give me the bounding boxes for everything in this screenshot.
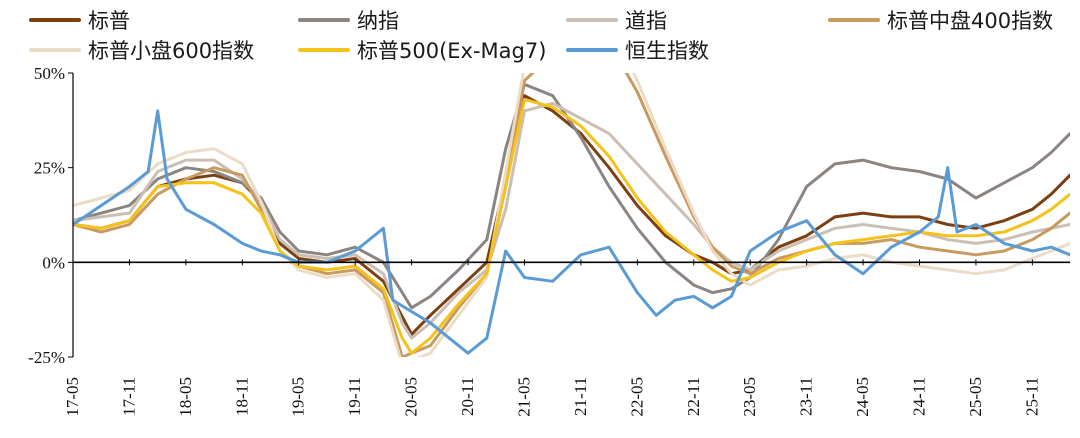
x-tick-label: 24-11: [910, 377, 929, 416]
x-tick-label: 19-11: [345, 377, 364, 416]
y-tick-label: 25%: [34, 159, 65, 178]
legend-label: 道指: [625, 9, 667, 33]
series-layer: [73, 73, 1070, 357]
x-tick-label: 20-05: [402, 377, 421, 417]
x-tick-label: 17-05: [63, 377, 82, 417]
x-tick-label: 25-11: [1022, 377, 1041, 416]
x-tick-label: 19-05: [289, 377, 308, 417]
x-tick-label: 25-05: [966, 377, 985, 417]
x-tick-label: 18-05: [176, 377, 195, 417]
x-tick-label: 18-11: [232, 377, 251, 416]
series-line-7: [73, 109, 1070, 355]
legend-label: 标普小盘600指数: [88, 39, 254, 63]
legend-label: 纳指: [357, 9, 399, 33]
x-tick-label: 23-05: [740, 377, 759, 417]
legend-label: 标普中盘400指数: [887, 9, 1053, 33]
y-tick-label: -25%: [28, 348, 65, 367]
series-line-3: [73, 101, 1070, 340]
x-tick-label: 21-05: [515, 377, 534, 417]
y-tick-label: 50%: [34, 64, 65, 83]
legend-item: 标普中盘400指数: [828, 9, 1053, 33]
x-tick-label: 24-05: [853, 377, 872, 417]
x-tick-label: 22-11: [684, 377, 703, 416]
legend-item: 标普小盘600指数: [29, 39, 254, 63]
series-line-1: [73, 94, 1070, 336]
legend-label: 恒生指数: [625, 39, 709, 63]
legend-label: 标普500(Ex-Mag7): [357, 39, 546, 63]
x-tick-label: 23-11: [797, 377, 816, 416]
legend-item: 标普: [29, 9, 130, 33]
x-tick-label: 22-05: [627, 377, 646, 417]
legend-item: 道指: [566, 9, 667, 33]
legend-item: 纳指: [298, 9, 399, 33]
chart-axes: 50% 25% 0% -25% 17-05 17-11 18-05 18-11 19-05 19-…: [28, 64, 1070, 417]
x-tick-label: 17-11: [119, 377, 138, 416]
series-line-4: [73, 73, 1070, 357]
series-line-5: [73, 73, 1070, 357]
x-tick-label: 21-11: [571, 377, 590, 416]
legend-label: 标普: [88, 9, 130, 33]
series-line-6: [73, 98, 1070, 355]
x-tick-label: 20-11: [458, 377, 477, 416]
legend-item: 恒生指数: [566, 39, 709, 63]
y-tick-label: 0%: [42, 253, 65, 272]
legend-item: 标普500(Ex-Mag7): [298, 39, 546, 63]
